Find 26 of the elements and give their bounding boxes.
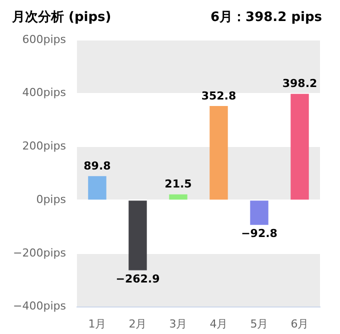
bar bbox=[210, 106, 228, 200]
y-tick-label: −400pips bbox=[12, 300, 66, 313]
x-tick-label: 2月 bbox=[128, 317, 147, 330]
data-label: 89.8 bbox=[84, 159, 111, 172]
y-tick-label: −200pips bbox=[12, 246, 66, 260]
y-tick-label: 0pips bbox=[36, 192, 66, 206]
bar bbox=[128, 200, 147, 270]
data-label: 398.2 bbox=[282, 77, 318, 90]
x-tick-label: 6月 bbox=[290, 317, 309, 330]
x-tick-label: 1月 bbox=[88, 317, 106, 330]
data-label: −92.8 bbox=[241, 227, 278, 240]
data-label: −262.9 bbox=[116, 272, 160, 286]
data-label: 21.5 bbox=[164, 178, 192, 191]
data-label: 352.8 bbox=[201, 89, 236, 102]
x-tick-label: 3月 bbox=[169, 317, 188, 330]
y-tick-label: 600pips bbox=[22, 32, 66, 46]
chart-title: 月次分析 (pips) bbox=[12, 9, 112, 26]
y-tick-label: 200pips bbox=[22, 140, 66, 153]
bar bbox=[290, 94, 309, 200]
text: 6月：398.2 pips bbox=[210, 9, 322, 26]
y-tick-label: 400pips bbox=[22, 86, 66, 100]
bar bbox=[88, 176, 106, 200]
x-tick-label: 5月 bbox=[250, 317, 268, 330]
x-tick-label: 4月 bbox=[210, 317, 228, 330]
bar bbox=[250, 200, 268, 225]
bar bbox=[169, 194, 188, 200]
